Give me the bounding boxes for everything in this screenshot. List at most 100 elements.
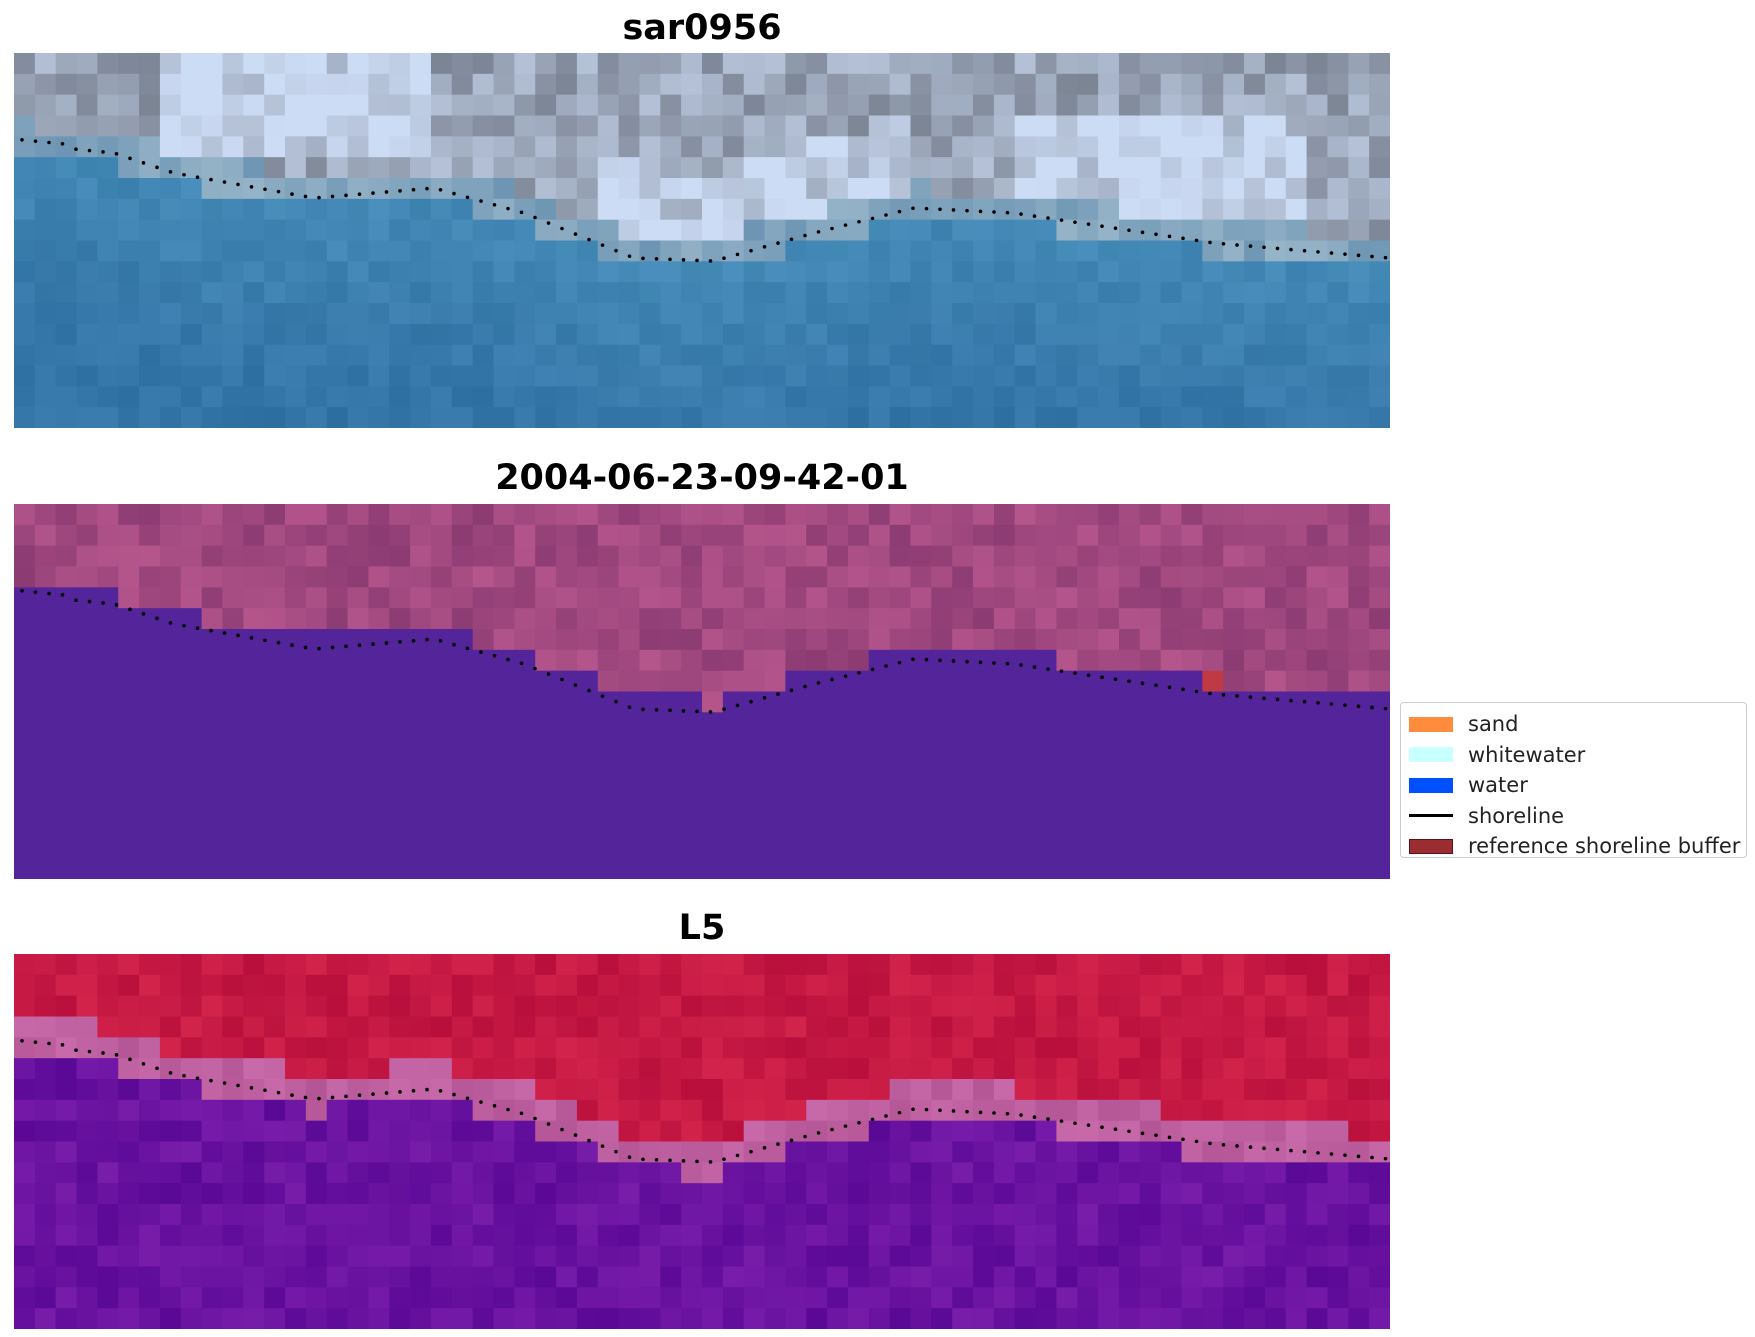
shoreline-dot (236, 1083, 240, 1088)
shoreline-dot (857, 219, 861, 224)
legend: sand whitewater water shoreline referenc… (1400, 702, 1747, 858)
shoreline-dot (101, 601, 105, 605)
shoreline-dot (870, 216, 875, 221)
shoreline-dot (1316, 1151, 1320, 1155)
shoreline-dot (533, 1116, 537, 1121)
shoreline-dot (992, 661, 996, 665)
shoreline-dot (344, 644, 348, 649)
shoreline-dot (398, 640, 402, 644)
shoreline-dot (762, 245, 767, 249)
shoreline-dot (1140, 230, 1145, 235)
shoreline-dot (1127, 228, 1131, 233)
shoreline-dot (1262, 245, 1266, 250)
shoreline-dot (276, 1090, 281, 1095)
shoreline-dot (951, 659, 956, 663)
shoreline-dot (614, 1149, 618, 1154)
shoreline-dot (195, 626, 200, 630)
shoreline-dot (965, 1109, 969, 1114)
shoreline-dot (560, 1127, 564, 1132)
shoreline-dot (452, 642, 456, 647)
shoreline-dot (1019, 212, 1023, 216)
legend-label-shoreline: shoreline (1468, 803, 1565, 828)
shoreline-dot (182, 623, 186, 628)
shoreline-dot (236, 633, 240, 638)
shoreline-dot (870, 1117, 875, 1122)
shoreline-dot (735, 1153, 740, 1158)
shoreline-dot (1194, 1139, 1199, 1144)
shoreline-dot (1005, 661, 1010, 666)
shoreline-dot (384, 1091, 389, 1095)
shoreline-dot (330, 645, 335, 650)
legend-item-whitewater: whitewater (1401, 740, 1746, 771)
shoreline-dot (168, 170, 173, 174)
legend-swatch-water (1409, 777, 1453, 793)
shoreline-dot (1113, 677, 1118, 682)
shoreline-dot (371, 191, 375, 195)
shoreline-dot (263, 1088, 267, 1093)
shoreline-dot (60, 1043, 65, 1047)
shoreline-dot (1019, 1113, 1023, 1117)
shoreline-dot (452, 191, 456, 196)
shoreline-dot (1154, 683, 1158, 688)
shoreline-dot (978, 1110, 983, 1115)
shoreline-dot (978, 660, 983, 665)
shoreline-dot (141, 612, 146, 616)
shoreline-dot (182, 1073, 186, 1078)
shoreline-dot (1383, 1156, 1388, 1161)
shoreline-dot (438, 188, 443, 192)
shoreline-dot (546, 221, 551, 225)
shoreline-dot (614, 248, 618, 253)
shoreline-dot (114, 152, 119, 156)
legend-swatch-whitewater (1409, 747, 1453, 763)
shoreline-dot (992, 1111, 996, 1115)
shoreline-dot (20, 138, 24, 142)
shoreline-dot (1383, 255, 1388, 260)
shoreline-dot (128, 156, 132, 161)
shoreline-dot (303, 645, 308, 650)
shoreline-dot (317, 1096, 321, 1101)
shoreline-dot (438, 639, 443, 643)
shoreline-dot (1046, 1117, 1050, 1121)
shoreline-dot (816, 681, 821, 685)
shoreline-dot (398, 1090, 402, 1094)
shoreline-dot (897, 1110, 902, 1115)
shoreline-dot (681, 1159, 686, 1163)
shoreline-dot (1059, 1119, 1064, 1123)
shoreline-dot (938, 658, 942, 663)
shoreline-dot (951, 208, 956, 212)
shoreline-dot (249, 185, 254, 189)
shoreline-dot (965, 659, 969, 664)
legend-label-whitewater: whitewater (1468, 742, 1586, 767)
shoreline-dot (209, 177, 213, 182)
shoreline-dot (600, 694, 605, 698)
shoreline-dot (587, 1138, 591, 1143)
shoreline-dot (1046, 216, 1050, 220)
shoreline-dot (47, 591, 51, 596)
shoreline-dot (1140, 1131, 1145, 1136)
shoreline-dot (1221, 693, 1226, 697)
shoreline-dot (74, 147, 78, 151)
shoreline-dot (695, 258, 699, 263)
shoreline-dot (1262, 1146, 1266, 1151)
shoreline-dot (1221, 242, 1226, 246)
shoreline-dot (627, 254, 632, 258)
shoreline-dot (1059, 669, 1064, 673)
shoreline-dot (1046, 667, 1050, 671)
shoreline-dot (1181, 1137, 1185, 1142)
legend-swatch-sand (1409, 716, 1453, 732)
shoreline-dot (263, 187, 267, 192)
shoreline-dot (1248, 244, 1253, 248)
shoreline-dot (87, 1049, 92, 1054)
legend-item-shoreline: shoreline (1401, 801, 1746, 832)
shoreline-dot (762, 696, 767, 700)
shoreline-dot (573, 232, 578, 236)
shoreline-dot (357, 643, 362, 648)
shoreline-dot (884, 664, 888, 668)
shoreline-dot (1302, 1149, 1307, 1154)
shoreline-dot (128, 607, 132, 612)
shoreline-dot (492, 1104, 497, 1108)
shoreline-dot (668, 257, 672, 262)
shoreline-dot (1127, 679, 1131, 684)
shoreline-dot (600, 1144, 605, 1148)
shoreline-dot (1275, 697, 1280, 702)
